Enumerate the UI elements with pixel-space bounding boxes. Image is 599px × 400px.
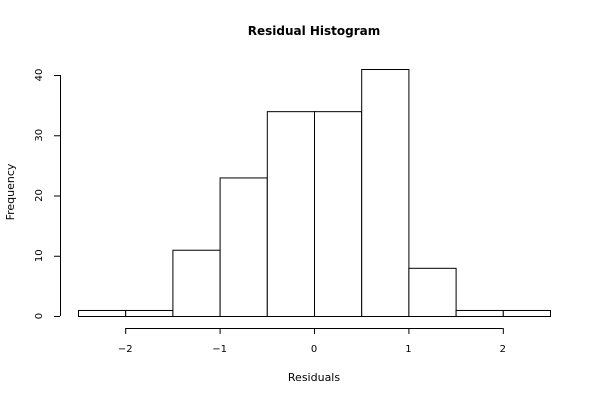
x-tick-label: 0 [311, 344, 317, 355]
y-tick-label: 10 [34, 249, 45, 262]
y-tick-label: 30 [34, 129, 45, 142]
histogram-bar [266, 111, 315, 317]
x-tick-label: 1 [405, 344, 411, 355]
histogram-bars [78, 69, 551, 318]
y-tick-label: 0 [34, 313, 45, 319]
y-axis: 0 10 20 30 40 [34, 69, 61, 319]
histogram-bar [125, 309, 174, 318]
x-axis: −2 −1 0 1 2 [118, 328, 506, 355]
histogram-bar [172, 249, 221, 317]
x-tick-label: −2 [118, 344, 133, 355]
x-axis-label: Residuals [288, 371, 340, 384]
histogram-bar [455, 309, 504, 318]
histogram-bar [361, 69, 410, 317]
y-axis-label: Frequency [4, 163, 17, 220]
histogram-bar [314, 111, 363, 317]
histogram-bar [408, 267, 457, 317]
histogram-bar [78, 309, 127, 318]
histogram-bar [219, 177, 268, 317]
y-tick-label: 20 [34, 189, 45, 202]
x-tick-label: 2 [500, 344, 506, 355]
x-tick-label: −1 [212, 344, 227, 355]
y-tick-label: 40 [34, 69, 45, 82]
histogram-bar [502, 309, 551, 318]
chart-title: Residual Histogram [248, 24, 381, 38]
